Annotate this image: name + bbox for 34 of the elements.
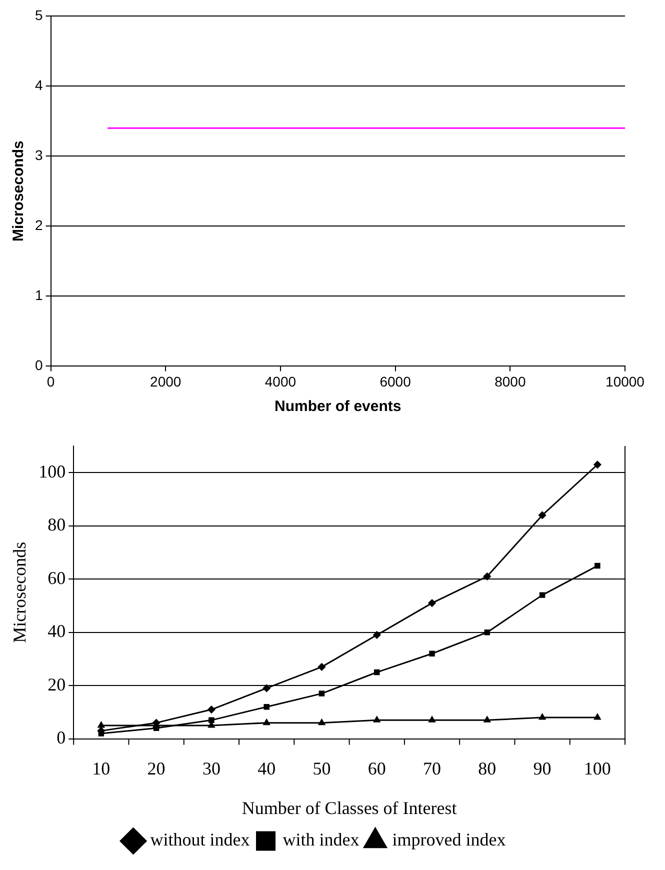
legend-label: improved index <box>392 830 506 850</box>
x-tick-label: 40 <box>258 758 276 778</box>
x-tick-label: 2000 <box>150 373 182 390</box>
legend-label: with index <box>282 830 360 850</box>
x-tick-label: 50 <box>312 758 331 778</box>
y-axis-title: Microseconds <box>10 140 28 242</box>
x-tick-label: 30 <box>202 758 220 778</box>
y-tick-label: 20 <box>48 674 66 694</box>
x-tick-label: 90 <box>533 758 552 778</box>
legend-label: without index <box>150 830 250 850</box>
x-tick-label: 70 <box>423 758 442 778</box>
x-tick-label: 80 <box>478 758 496 778</box>
x-tick-label: 8000 <box>494 373 526 390</box>
x-tick-label: 4000 <box>264 373 296 390</box>
x-tick-label: 20 <box>147 758 166 778</box>
y-tick-label: 5 <box>34 6 43 23</box>
y-tick-label: 80 <box>48 514 66 535</box>
y-tick-label: 0 <box>34 357 43 374</box>
x-axis-title: Number of Classes of Interest <box>242 798 457 818</box>
y-tick-label: 100 <box>38 461 66 482</box>
x-tick-label: 10 <box>92 758 110 778</box>
y-tick-label: 3 <box>34 146 43 163</box>
x-axis-title: Number of events <box>274 398 402 416</box>
y-tick-label: 1 <box>34 287 43 304</box>
y-tick-label: 40 <box>48 621 66 642</box>
x-tick-label: 100 <box>584 758 611 778</box>
y-tick-label: 60 <box>48 568 66 588</box>
y-tick-label: 4 <box>34 76 43 93</box>
x-tick-label: 60 <box>368 758 386 778</box>
y-tick-label: 2 <box>34 216 43 233</box>
x-tick-label: 6000 <box>380 373 412 390</box>
y-tick-label: 0 <box>56 728 66 748</box>
y-axis-title: Microseconds <box>10 542 30 643</box>
x-tick-label: 10000 <box>606 373 645 390</box>
